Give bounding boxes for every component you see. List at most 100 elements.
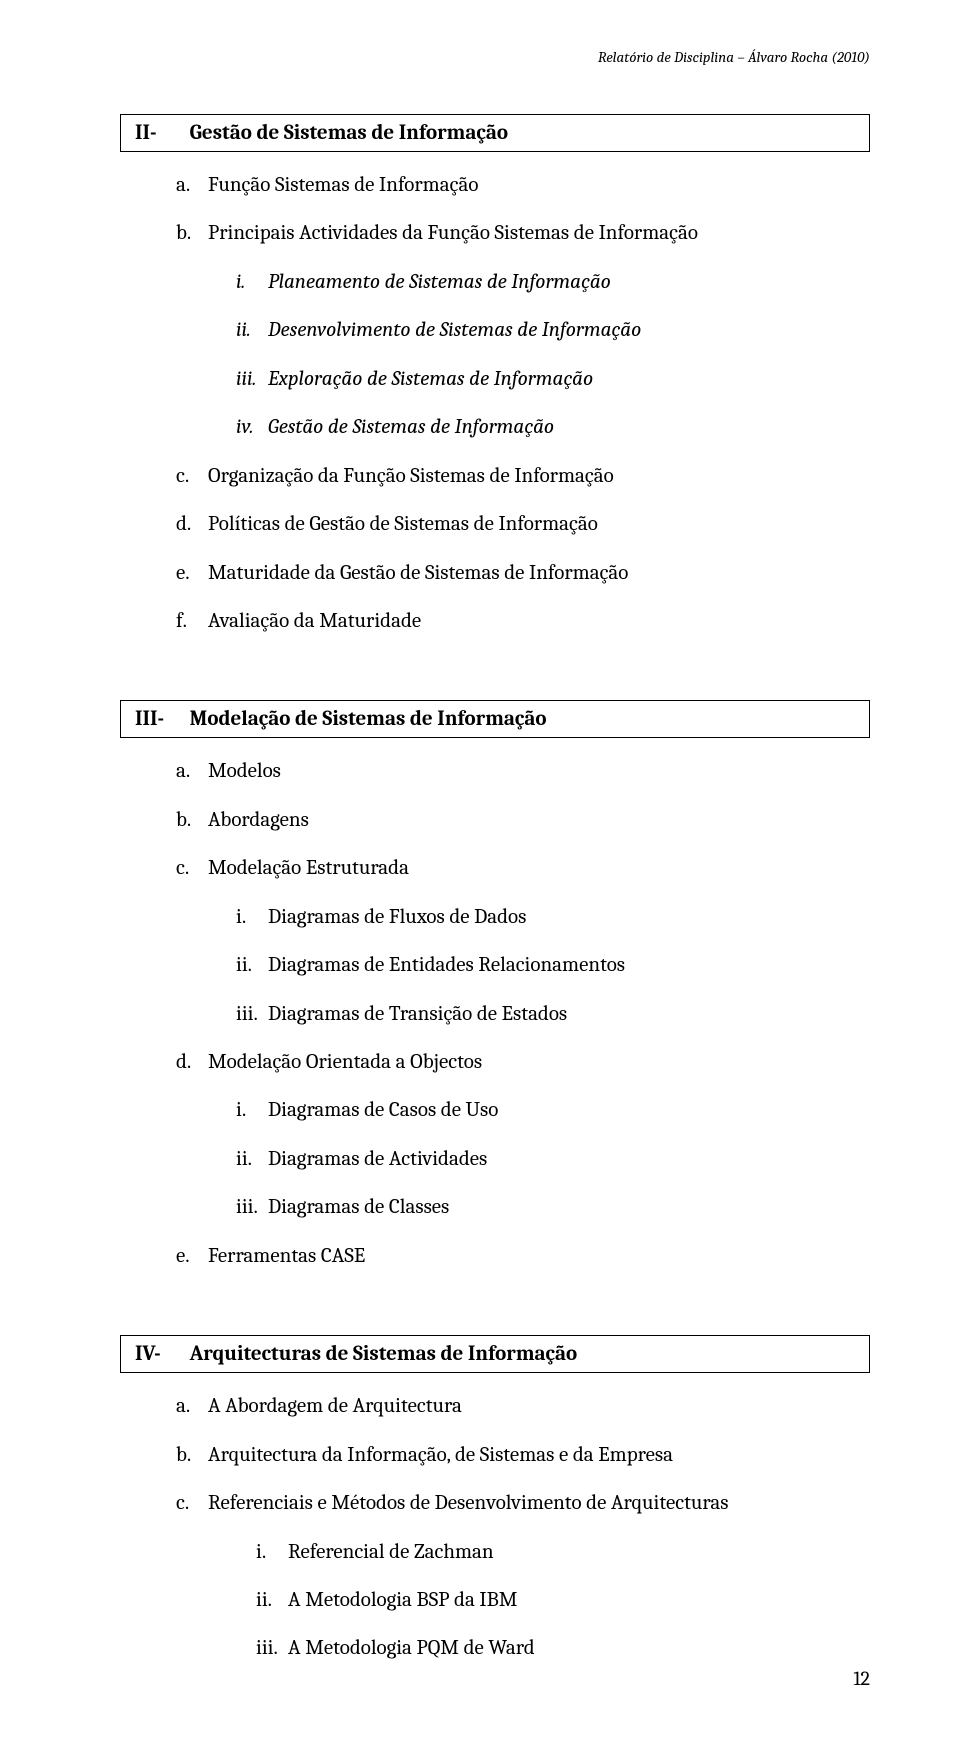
item-text: Maturidade da Gestão de Sistemas de Info… xyxy=(208,558,628,588)
item-marker: iii. xyxy=(256,1633,288,1663)
item-marker: a. xyxy=(176,756,208,786)
list-item: b.Abordagens xyxy=(176,805,870,835)
item-text: Políticas de Gestão de Sistemas de Infor… xyxy=(208,509,598,539)
item-marker: e. xyxy=(176,1241,208,1271)
section-iii-c-sublist: i.Diagramas de Fluxos de Dados ii.Diagra… xyxy=(236,902,870,1029)
item-text: Diagramas de Actividades xyxy=(268,1144,487,1174)
list-item: d.Políticas de Gestão de Sistemas de Inf… xyxy=(176,509,870,539)
item-marker: b. xyxy=(176,1440,208,1470)
item-marker: i. xyxy=(256,1537,288,1567)
item-marker: e. xyxy=(176,558,208,588)
section-iv-header: IV- Arquitecturas de Sistemas de Informa… xyxy=(120,1335,870,1373)
section-iii-title: Modelação de Sistemas de Informação xyxy=(190,707,547,731)
list-item: a.Função Sistemas de Informação xyxy=(176,170,870,200)
list-item: iii.Diagramas de Classes xyxy=(236,1192,870,1222)
list-item: a.A Abordagem de Arquitectura xyxy=(176,1391,870,1421)
item-text: Ferramentas CASE xyxy=(208,1241,365,1271)
item-text: A Abordagem de Arquitectura xyxy=(208,1391,462,1421)
list-item: e.Maturidade da Gestão de Sistemas de In… xyxy=(176,558,870,588)
page-number: 12 xyxy=(853,1667,870,1690)
list-item: i.Referencial de Zachman xyxy=(256,1537,870,1567)
item-text: Desenvolvimento de Sistemas de Informaçã… xyxy=(268,315,641,345)
section-ii-b-sublist: i.Planeamento de Sistemas de Informação … xyxy=(236,267,870,443)
list-item: i.Planeamento de Sistemas de Informação xyxy=(236,267,870,297)
item-marker: c. xyxy=(176,1488,208,1518)
list-item: i.Diagramas de Fluxos de Dados xyxy=(236,902,870,932)
item-marker: iv. xyxy=(236,412,268,442)
item-marker: a. xyxy=(176,170,208,200)
section-iv-c-sublist: i.Referencial de Zachman ii.A Metodologi… xyxy=(256,1537,870,1664)
list-item: iv.Gestão de Sistemas de Informação xyxy=(236,412,870,442)
list-item: f.Avaliação da Maturidade xyxy=(176,606,870,636)
item-text: Organização da Função Sistemas de Inform… xyxy=(208,461,614,491)
list-item: iii.Diagramas de Transição de Estados xyxy=(236,999,870,1029)
item-text: Diagramas de Transição de Estados xyxy=(268,999,567,1029)
item-text: Avaliação da Maturidade xyxy=(208,606,421,636)
list-item: a.Modelos xyxy=(176,756,870,786)
item-text: Diagramas de Classes xyxy=(268,1192,449,1222)
item-marker: iii. xyxy=(236,999,268,1029)
item-marker: f. xyxy=(176,606,208,636)
item-marker: ii. xyxy=(236,1144,268,1174)
section-iv-label: IV- xyxy=(135,1342,185,1366)
item-marker: i. xyxy=(236,267,268,297)
item-text: Modelos xyxy=(208,756,281,786)
section-iii-d-sublist: i.Diagramas de Casos de Uso ii.Diagramas… xyxy=(236,1095,870,1222)
item-text: Gestão de Sistemas de Informação xyxy=(268,412,554,442)
item-marker: ii. xyxy=(236,315,268,345)
section-iii-list-cont: d.Modelação Orientada a Objectos xyxy=(176,1047,870,1077)
item-text: Diagramas de Casos de Uso xyxy=(268,1095,498,1125)
section-ii-title: Gestão de Sistemas de Informação xyxy=(190,121,508,145)
item-marker: iii. xyxy=(236,1192,268,1222)
section-iv-list: a.A Abordagem de Arquitectura b.Arquitec… xyxy=(176,1391,870,1518)
section-iii-list-cont2: e.Ferramentas CASE xyxy=(176,1241,870,1271)
list-item: c.Organização da Função Sistemas de Info… xyxy=(176,461,870,491)
item-text: Diagramas de Entidades Relacionamentos xyxy=(268,950,625,980)
list-item: b.Principais Actividades da Função Siste… xyxy=(176,218,870,248)
list-item: i.Diagramas de Casos de Uso xyxy=(236,1095,870,1125)
running-header: Relatório de Disciplina – Álvaro Rocha (… xyxy=(120,48,870,66)
list-item: ii.Diagramas de Entidades Relacionamento… xyxy=(236,950,870,980)
section-iii-header: III- Modelação de Sistemas de Informação xyxy=(120,700,870,738)
item-text: Referenciais e Métodos de Desenvolviment… xyxy=(208,1488,728,1518)
item-text: A Metodologia PQM de Ward xyxy=(288,1633,535,1663)
item-text: Função Sistemas de Informação xyxy=(208,170,478,200)
list-item: e.Ferramentas CASE xyxy=(176,1241,870,1271)
item-text: Abordagens xyxy=(208,805,309,835)
item-text: Modelação Estruturada xyxy=(208,853,409,883)
list-item: iii.Exploração de Sistemas de Informação xyxy=(236,364,870,394)
item-text: Arquitectura da Informação, de Sistemas … xyxy=(208,1440,673,1470)
item-marker: d. xyxy=(176,1047,208,1077)
list-item: d.Modelação Orientada a Objectos xyxy=(176,1047,870,1077)
item-text: Planeamento de Sistemas de Informação xyxy=(268,267,611,297)
item-text: Exploração de Sistemas de Informação xyxy=(268,364,593,394)
item-text: Modelação Orientada a Objectos xyxy=(208,1047,482,1077)
list-item: c.Modelação Estruturada xyxy=(176,853,870,883)
item-marker: b. xyxy=(176,218,208,248)
item-text: Principais Actividades da Função Sistema… xyxy=(208,218,698,248)
list-item: c.Referenciais e Métodos de Desenvolvime… xyxy=(176,1488,870,1518)
list-item: b.Arquitectura da Informação, de Sistema… xyxy=(176,1440,870,1470)
page: Relatório de Disciplina – Álvaro Rocha (… xyxy=(0,0,960,1742)
item-marker: a. xyxy=(176,1391,208,1421)
list-item: ii.A Metodologia BSP da IBM xyxy=(256,1585,870,1615)
item-text: Diagramas de Fluxos de Dados xyxy=(268,902,526,932)
item-text: Referencial de Zachman xyxy=(288,1537,494,1567)
item-marker: c. xyxy=(176,461,208,491)
item-marker: iii. xyxy=(236,364,268,394)
list-item: ii.Diagramas de Actividades xyxy=(236,1144,870,1174)
section-iv-title: Arquitecturas de Sistemas de Informação xyxy=(190,1342,578,1366)
item-marker: d. xyxy=(176,509,208,539)
item-marker: ii. xyxy=(236,950,268,980)
item-marker: i. xyxy=(236,1095,268,1125)
section-iii-label: III- xyxy=(135,707,185,731)
section-ii-header: II- Gestão de Sistemas de Informação xyxy=(120,114,870,152)
item-marker: i. xyxy=(236,902,268,932)
list-item: ii.Desenvolvimento de Sistemas de Inform… xyxy=(236,315,870,345)
item-marker: ii. xyxy=(256,1585,288,1615)
section-iii-list: a.Modelos b.Abordagens c.Modelação Estru… xyxy=(176,756,870,883)
item-text: A Metodologia BSP da IBM xyxy=(288,1585,517,1615)
section-ii-list-cont: c.Organização da Função Sistemas de Info… xyxy=(176,461,870,637)
item-marker: b. xyxy=(176,805,208,835)
list-item: iii.A Metodologia PQM de Ward xyxy=(256,1633,870,1663)
